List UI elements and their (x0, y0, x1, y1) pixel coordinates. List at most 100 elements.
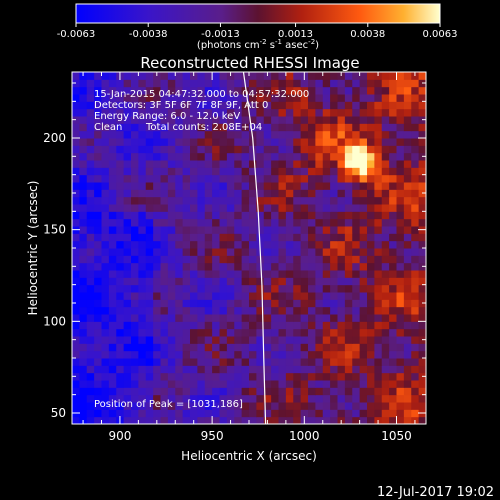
heatmap-cell (285, 218, 294, 227)
heatmap-cell (381, 211, 390, 220)
y-tick-label: 150 (43, 223, 66, 237)
heatmap-cell (285, 189, 294, 198)
heatmap-cell (167, 328, 176, 337)
heatmap-cell (101, 299, 110, 308)
heatmap-cell (226, 182, 235, 190)
heatmap-cell (204, 152, 213, 161)
heatmap-cell (352, 270, 361, 278)
heatmap-cell (256, 196, 265, 205)
heatmap-cell (271, 328, 279, 337)
heatmap-cell (403, 328, 412, 337)
heatmap-cell (381, 116, 390, 124)
heatmap-cell (204, 226, 213, 234)
heatmap-cell (322, 240, 331, 249)
heatmap-cell (94, 416, 102, 424)
heatmap-cell (337, 328, 346, 337)
heatmap-cell (219, 101, 228, 110)
heatmap-cell (403, 174, 412, 183)
heatmap-cell (212, 160, 220, 168)
heatmap-cell (190, 372, 198, 381)
heatmap-cell (285, 86, 294, 95)
heatmap-cell (116, 284, 125, 293)
heatmap-cell (322, 409, 331, 418)
heatmap-cell (123, 394, 132, 403)
heatmap-cell (263, 365, 272, 374)
heatmap-cell (300, 182, 309, 190)
heatmap-cell (108, 233, 117, 242)
heatmap-cell (131, 196, 139, 205)
heatmap-cell (138, 116, 147, 124)
heatmap-cell (86, 380, 95, 388)
heatmap-cell (271, 409, 279, 418)
heatmap-cell (285, 262, 294, 271)
heatmap-cell (322, 270, 331, 278)
heatmap-cell (226, 321, 235, 330)
heatmap-cell (86, 211, 95, 220)
heatmap-cell (381, 306, 390, 315)
heatmap-cell (256, 262, 265, 271)
heatmap-cell (330, 358, 338, 366)
heatmap-cell (403, 365, 412, 374)
heatmap-cell (197, 372, 206, 381)
heatmap-cell (381, 394, 390, 403)
heatmap-cell (241, 262, 250, 271)
heatmap-cell (108, 108, 117, 117)
heatmap-cell (403, 167, 412, 176)
heatmap-cell (108, 189, 117, 198)
heatmap-cell (367, 240, 375, 249)
heatmap-cell (278, 218, 287, 227)
heatmap-cell (212, 218, 220, 227)
heatmap-cell (138, 72, 147, 80)
heatmap-cell (278, 226, 287, 234)
heatmap-cell (234, 196, 243, 205)
heatmap-cell (337, 123, 346, 132)
heatmap-cell (212, 101, 220, 110)
heatmap-cell (182, 167, 191, 176)
heatmap-cell (352, 248, 361, 256)
heatmap-cell (116, 402, 125, 410)
heatmap-cell (263, 108, 272, 117)
heatmap-cell (167, 350, 176, 359)
heatmap-cell (300, 116, 309, 124)
heatmap-cell (226, 306, 235, 315)
heatmap-cell (278, 94, 287, 102)
heatmap-cell (86, 145, 95, 154)
colorbar-tick-label: 0.0063 (423, 29, 458, 40)
heatmap-cell (381, 174, 390, 183)
heatmap-cell (234, 240, 243, 249)
heatmap-cell (123, 270, 132, 278)
heatmap-cell (123, 160, 132, 168)
heatmap-cell (153, 380, 161, 388)
heatmap-cell (79, 321, 88, 330)
heatmap-cell (219, 94, 228, 102)
heatmap-cell (396, 409, 405, 418)
heatmap-cell (182, 402, 191, 410)
heatmap-cell (131, 402, 139, 410)
heatmap-cell (116, 350, 125, 359)
heatmap-cell (219, 262, 228, 271)
footer-date: 12-Jul-2017 19:02 (377, 485, 494, 500)
heatmap-cell (337, 130, 346, 139)
heatmap-cell (182, 358, 191, 366)
heatmap-cell (389, 321, 397, 330)
heatmap-cell (234, 416, 243, 424)
heatmap-cell (381, 299, 390, 308)
heatmap-cell (101, 277, 110, 286)
heatmap-cell (315, 270, 324, 278)
heatmap-cell (374, 277, 383, 286)
heatmap-cell (359, 167, 368, 176)
heatmap-cell (153, 394, 161, 403)
heatmap-cell (330, 226, 338, 234)
heatmap-cell (278, 358, 287, 366)
heatmap-cell (167, 394, 176, 403)
heatmap-cell (182, 255, 191, 264)
heatmap-cell (190, 160, 198, 168)
heatmap-cell (226, 365, 235, 374)
heatmap-cell (219, 372, 228, 381)
heatmap-cell (219, 284, 228, 293)
heatmap-cell (344, 108, 353, 117)
heatmap-cell (241, 314, 250, 322)
heatmap-cell (344, 94, 353, 102)
heatmap-cell (138, 152, 147, 161)
heatmap-cell (226, 79, 235, 88)
